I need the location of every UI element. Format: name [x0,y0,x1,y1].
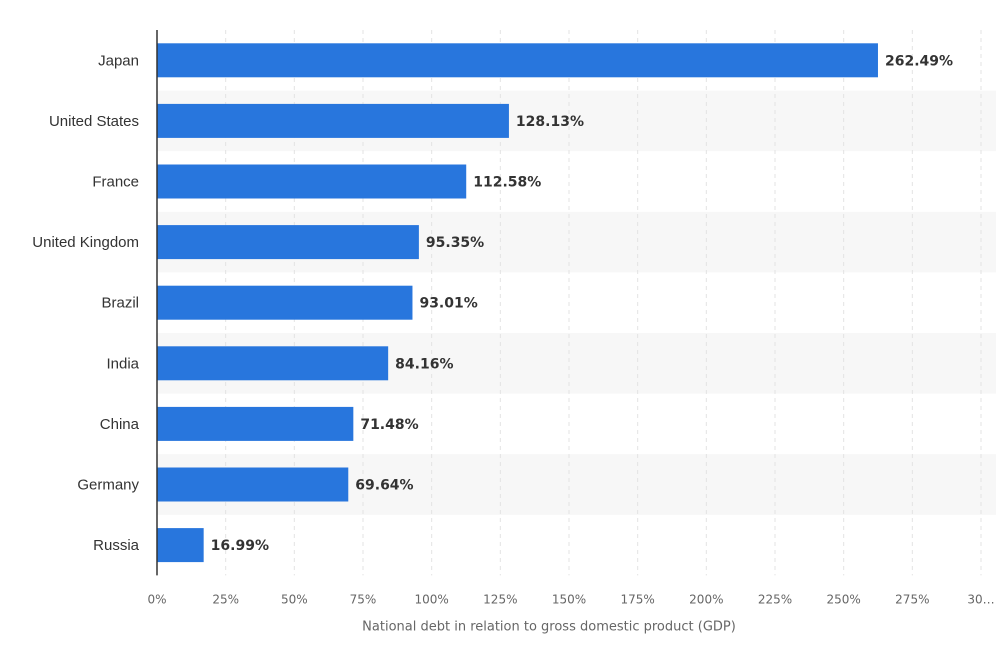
x-tick-label: 25% [212,592,239,606]
value-label: 84.16% [395,356,453,372]
x-tick-label: 275% [895,592,929,606]
x-tick-label: 150% [552,592,586,606]
x-tick-label: 30… [967,592,994,606]
value-label: 71.48% [360,417,418,433]
value-label: 262.49% [885,53,953,69]
category-label: France [92,174,139,191]
bars [157,43,878,563]
category-label: United Kingdom [32,234,139,251]
category-labels: Japan United States France United Kingdom Br… [32,52,139,554]
x-tick-label: 225% [758,592,792,606]
bar[interactable] [157,346,389,381]
value-label: 93.01% [419,296,477,312]
bar[interactable] [157,43,878,78]
row-bands [157,90,996,515]
x-tick-label: 200% [689,592,723,606]
bar[interactable] [157,467,349,502]
category-label: India [106,355,139,372]
bar[interactable] [157,103,509,138]
category-label: Germany [77,477,139,494]
x-tick-label: 175% [621,592,655,606]
category-label: Japan [98,52,139,69]
x-tick-label: 50% [281,592,308,606]
x-tick-labels: 0% 25% 50% 75% 100% 125% 150% 175% 200% 225% 250% 2… [147,592,994,606]
x-tick-label: 0% [147,592,166,606]
category-label: Brazil [101,295,139,312]
category-label: Russia [93,537,140,554]
x-tick-label: 125% [483,592,517,606]
value-label: 95.35% [426,235,484,251]
category-label: China [100,416,140,433]
value-label: 128.13% [516,114,584,130]
bar[interactable] [157,406,354,441]
bar[interactable] [157,164,467,199]
x-axis-title: National debt in relation to gross domes… [362,619,736,634]
bar[interactable] [157,225,419,260]
x-tick-label: 75% [350,592,377,606]
bar[interactable] [157,528,204,563]
x-tick-label: 100% [415,592,449,606]
value-label: 16.99% [211,538,269,554]
value-label: 69.64% [355,478,413,494]
x-tick-label: 250% [827,592,861,606]
value-label: 112.58% [473,175,541,191]
bar[interactable] [157,285,413,320]
category-label: United States [49,113,139,130]
value-labels: 262.49% 128.13% 112.58% 95.35% 93.01% 84.16% 7… [211,53,953,554]
